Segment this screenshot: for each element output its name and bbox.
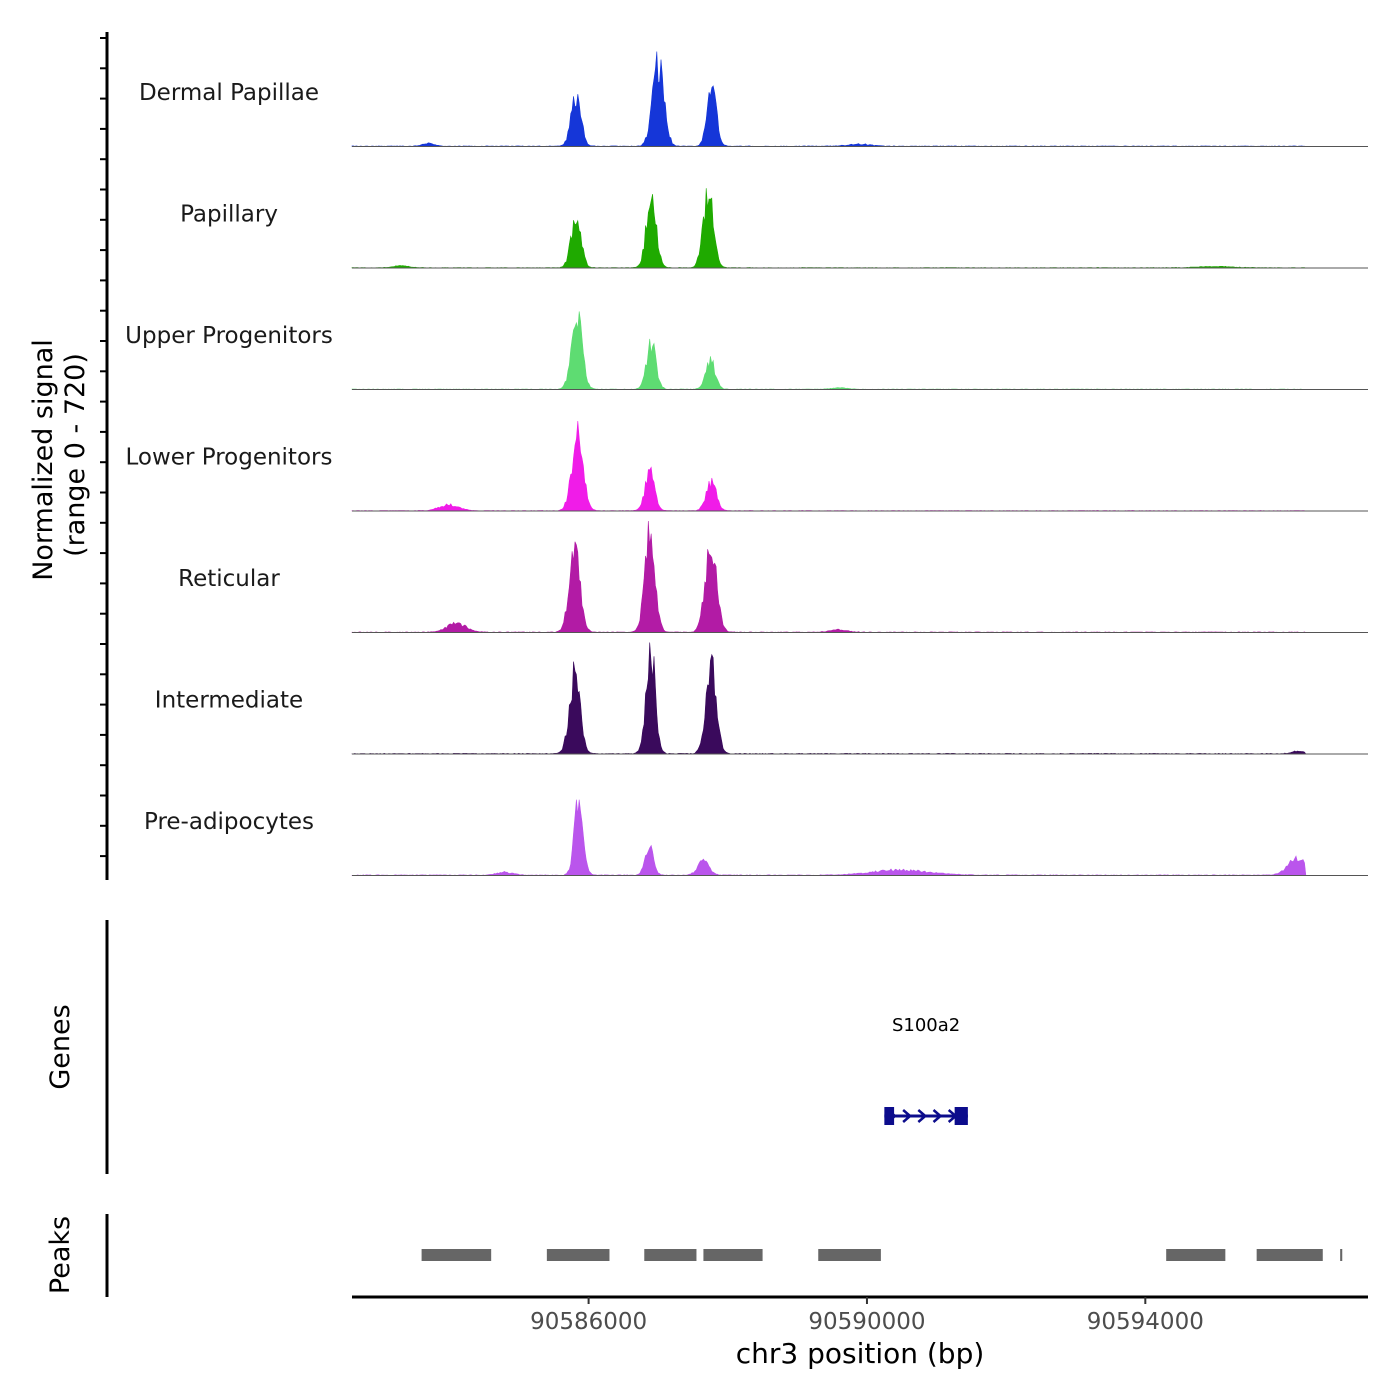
- coverage-track: Dermal Papillae: [139, 51, 1368, 147]
- track-label: Pre-adipocytes: [144, 809, 314, 835]
- peaks-axis-label: Peaks: [45, 1216, 76, 1294]
- gene-track: S100a2: [884, 1015, 968, 1125]
- peak-track: [421, 1249, 1343, 1261]
- gene-strand-arrow: [887, 1109, 897, 1123]
- gene-strand-arrow: [917, 1109, 928, 1123]
- peak-region: [546, 1249, 610, 1261]
- genes-axis-label: Genes: [45, 1004, 76, 1089]
- peak-region: [644, 1249, 697, 1261]
- track-label: Papillary: [180, 202, 278, 228]
- x-axis-ticks: 90586000 90590000 90594000: [530, 1297, 1204, 1335]
- coverage-area: [351, 420, 1368, 512]
- coverage-area: [351, 51, 1368, 147]
- peak-region: [1256, 1249, 1323, 1261]
- x-tick-label: 90594000: [1087, 1309, 1204, 1335]
- coverage-track: Pre-adipocytes: [144, 799, 1368, 876]
- track-label: Intermediate: [155, 688, 303, 714]
- coverage-y-range-label: (range 0 - 720): [60, 353, 91, 557]
- coverage-y-label: Normalized signal: [28, 339, 59, 581]
- x-axis-label: chr3 position (bp): [736, 1337, 985, 1370]
- coverage-tracks: Dermal Papillae Papillary Upper Progenitor…: [125, 51, 1368, 876]
- track-label: Dermal Papillae: [139, 80, 319, 106]
- coverage-area: [351, 642, 1368, 755]
- gene-exon: [884, 1107, 895, 1125]
- gene-strand-arrow: [932, 1109, 943, 1123]
- coverage-y-axis: [100, 32, 109, 880]
- coverage-track: Upper Progenitors: [125, 311, 1368, 390]
- peak-region: [818, 1249, 881, 1261]
- coverage-area: [351, 188, 1368, 269]
- peak-region: [1166, 1249, 1226, 1261]
- gene-exon: [954, 1107, 968, 1125]
- peak-region: [703, 1249, 763, 1261]
- coverage-area: [351, 799, 1368, 876]
- coverage-area: [351, 520, 1368, 633]
- x-tick-label: 90590000: [808, 1309, 925, 1335]
- gene-strand-arrow: [902, 1109, 913, 1123]
- track-label: Reticular: [178, 566, 280, 592]
- track-label: Lower Progenitors: [126, 445, 333, 471]
- coverage-track: Papillary: [180, 188, 1368, 269]
- coverage-area: [351, 311, 1368, 390]
- coverage-track: Intermediate: [155, 642, 1368, 755]
- x-tick-label: 90586000: [530, 1309, 647, 1335]
- gene-label: S100a2: [892, 1015, 960, 1036]
- gene-strand-arrow: [947, 1109, 958, 1123]
- gene: S100a2: [884, 1015, 968, 1125]
- peak-region: [421, 1249, 492, 1261]
- track-label: Upper Progenitors: [125, 323, 333, 349]
- peak-region: [1340, 1249, 1343, 1261]
- coverage-track: Lower Progenitors: [126, 420, 1368, 512]
- coverage-track: Reticular: [178, 520, 1368, 633]
